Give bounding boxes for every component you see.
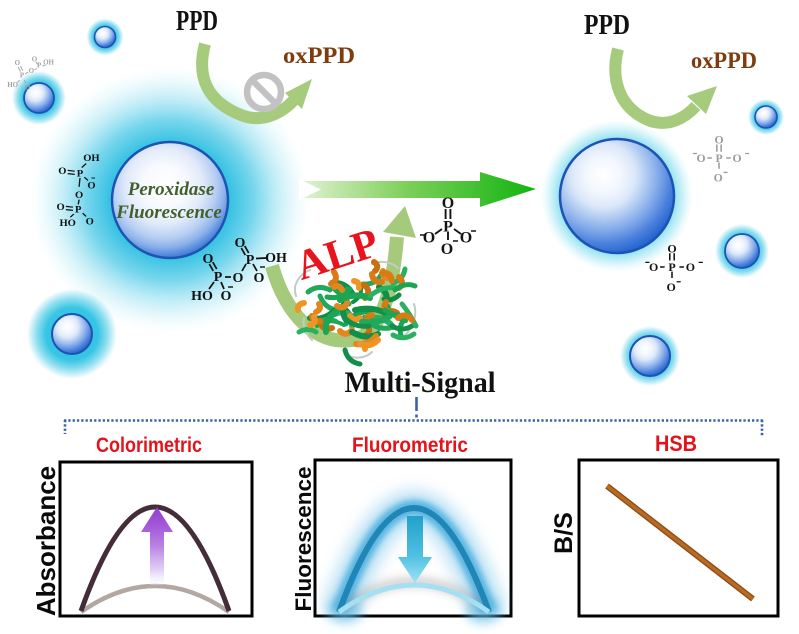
svg-text:Absorbance: Absorbance bbox=[31, 466, 61, 616]
svg-text:P: P bbox=[75, 205, 81, 215]
svg-text:P: P bbox=[37, 62, 42, 70]
svg-text:O: O bbox=[25, 83, 31, 91]
svg-text:O: O bbox=[203, 252, 214, 267]
svg-text:P: P bbox=[20, 72, 25, 80]
svg-text:O: O bbox=[58, 166, 66, 176]
svg-text:HO: HO bbox=[191, 289, 213, 304]
svg-text:OH: OH bbox=[265, 251, 287, 266]
svg-text:oxPPD: oxPPD bbox=[691, 48, 757, 73]
svg-text:Fluorescence: Fluorescence bbox=[291, 467, 316, 612]
svg-text:Fluorometric: Fluorometric bbox=[352, 434, 468, 457]
svg-text:O: O bbox=[57, 202, 65, 212]
svg-text:Multi-Signal: Multi-Signal bbox=[345, 366, 496, 399]
svg-text:Colorimetric: Colorimetric bbox=[96, 434, 202, 457]
svg-text:O: O bbox=[233, 271, 244, 286]
svg-text:O: O bbox=[15, 59, 21, 67]
svg-text:P: P bbox=[77, 169, 83, 179]
svg-text:O: O bbox=[75, 190, 83, 200]
svg-text:oxPPD: oxPPD bbox=[283, 43, 355, 68]
svg-text:O: O bbox=[235, 236, 246, 251]
svg-text:OH: OH bbox=[43, 58, 54, 66]
svg-text:HSB: HSB bbox=[655, 431, 697, 456]
svg-text:HO: HO bbox=[59, 218, 76, 228]
svg-text:B/S: B/S bbox=[550, 512, 578, 554]
svg-text:O: O bbox=[254, 271, 265, 286]
svg-text:O: O bbox=[32, 55, 38, 63]
svg-text:PPD: PPD bbox=[176, 6, 218, 37]
svg-text:O: O bbox=[87, 181, 95, 191]
svg-text:O: O bbox=[221, 289, 232, 304]
svg-text:PPD: PPD bbox=[584, 10, 630, 41]
svg-text:O: O bbox=[86, 217, 94, 227]
svg-text:O: O bbox=[29, 67, 35, 75]
svg-text:P: P bbox=[246, 253, 255, 268]
svg-text:P: P bbox=[214, 270, 223, 285]
svg-text:Fluorescence: Fluorescence bbox=[115, 202, 222, 223]
svg-text:OH: OH bbox=[83, 154, 100, 164]
svg-text:Peroxidase: Peroxidase bbox=[127, 179, 215, 200]
svg-text:HO: HO bbox=[7, 81, 18, 89]
